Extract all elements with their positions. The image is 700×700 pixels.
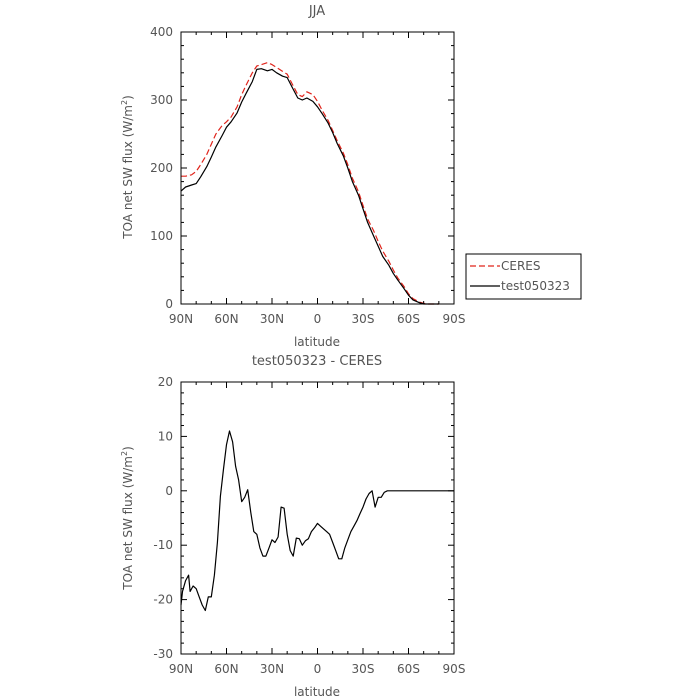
bottom-y-tick-label: -10 [153,538,173,552]
top-x-tick-label: 90S [443,312,466,326]
legend: CERES test050323 [465,253,582,300]
bottom-x-tick-label: 30S [352,662,375,676]
top-series-line-ceres [181,61,439,305]
bottom-plot-frame [180,381,455,655]
legend-label-ceres: CERES [501,259,541,273]
bottom-x-tick-label: 60S [397,662,420,676]
top-x-tick-label: 30N [260,312,284,326]
bottom-series-line-difference [180,430,454,612]
bottom-y-tick-label: 0 [165,484,173,498]
top-y-tick-label: 300 [150,93,173,107]
top-series-line-test050323 [180,68,439,305]
top-plot-area: 90N 60N 30N 0 30S 60S 90S 0 100 200 300 400 [150,25,465,326]
top-x-tick-label: 30S [352,312,375,326]
top-x-tick-label: 60S [397,312,420,326]
bottom-y-tick-label: -30 [153,647,173,661]
bottom-x-tick-label: 90S [443,662,466,676]
top-x-tick-label: 0 [314,312,322,326]
bottom-x-tick-label: 30N [260,662,284,676]
legend-box [465,253,582,300]
top-chart-panel: JJA 90N 60N 30N 0 30S 60S 90S 0 100 200 300 400 lat… [120,4,582,349]
bottom-x-tick-label: 0 [314,662,322,676]
bottom-chart-panel: test050323 - CERES 90N 60N 30N 0 30S 60S 90S -3… [120,354,465,699]
top-y-tick-label: 100 [150,229,173,243]
bottom-x-tick-label: 60N [214,662,238,676]
bottom-plot-area: 90N 60N 30N 0 30S 60S 90S -30 -20 -10 0 10 20 [153,375,465,676]
legend-label-test050323: test050323 [501,279,570,293]
bottom-x-axis-label: latitude [294,685,340,699]
bottom-y-tick-label: -20 [153,593,173,607]
bottom-y-axis-label: TOA net SW flux (W/m2) [120,446,135,591]
top-y-tick-label: 0 [165,297,173,311]
top-x-tick-label: 60N [214,312,238,326]
top-x-axis-label: latitude [294,335,340,349]
bottom-y-tick-label: 20 [158,375,173,389]
bottom-chart-title: test050323 - CERES [252,354,382,369]
bottom-y-tick-label: 10 [158,429,173,443]
top-plot-frame [180,31,455,305]
bottom-x-tick-label: 90N [169,662,193,676]
top-x-tick-label: 90N [169,312,193,326]
top-y-tick-label: 400 [150,25,173,39]
top-y-axis-label: TOA net SW flux (W/m2) [120,95,135,240]
top-y-tick-label: 200 [150,161,173,175]
top-chart-title: JJA [308,4,325,19]
